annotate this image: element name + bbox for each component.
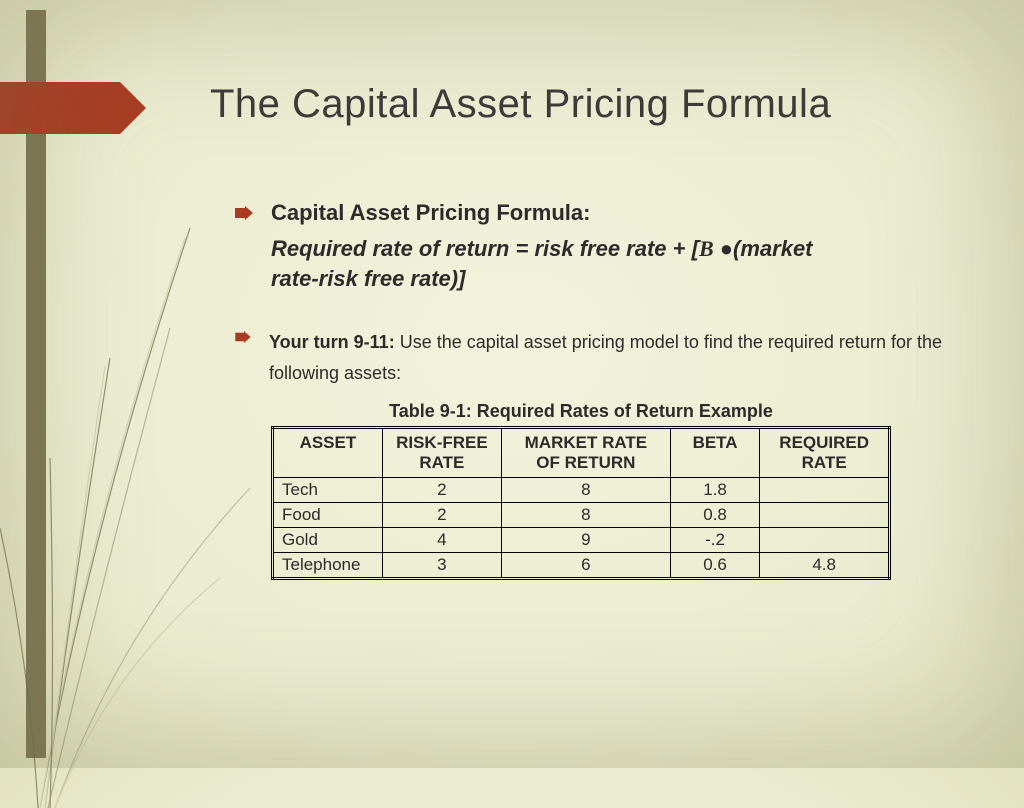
table-cell [760,478,890,503]
formula-part1: Required rate of return = risk free rate… [271,236,699,261]
content-area: Capital Asset Pricing Formula: Required … [235,200,944,580]
table-cell: 6 [501,553,670,579]
formula-text: Required rate of return = risk free rate… [271,234,944,293]
table-cell: Telephone [273,553,383,579]
table-cell: -.2 [670,528,760,553]
formula-beta: B [699,236,714,261]
table-cell: 2 [382,478,501,503]
title-arrow-body [0,82,120,134]
formula-part2: rate-risk free rate)] [271,266,465,291]
table-row: Food280.8 [273,503,890,528]
table-row: Telephone360.64.8 [273,553,890,579]
yourturn-label: Your turn 9-11: [269,332,395,352]
bullet-arrow-icon [235,206,253,220]
table-cell: 0.6 [670,553,760,579]
table-cell: 4 [382,528,501,553]
bullet-heading-row: Capital Asset Pricing Formula: [235,200,944,226]
title-arrow-tip [120,82,146,134]
table-cell: 3 [382,553,501,579]
table-cell [760,528,890,553]
bullet-yourturn-row: Your turn 9-11: Use the capital asset pr… [235,327,944,388]
table-header-cell: RISK-FREERATE [382,427,501,478]
table-cell: Gold [273,528,383,553]
table-cell: 2 [382,503,501,528]
table-cell: Tech [273,478,383,503]
table-header-cell: REQUIREDRATE [760,427,890,478]
table-cell: 1.8 [670,478,760,503]
table-cell: 8 [501,478,670,503]
rates-table: ASSETRISK-FREERATEMARKET RATEOF RETURNBE… [271,426,891,581]
table-cell: 8 [501,503,670,528]
bullet-arrow-icon [235,331,251,343]
table-header-cell: MARKET RATEOF RETURN [501,427,670,478]
table-row: Tech281.8 [273,478,890,503]
yourturn-text: Your turn 9-11: Use the capital asset pr… [269,327,944,388]
table-container: Table 9-1: Required Rates of Return Exam… [271,401,891,581]
slide-title: The Capital Asset Pricing Formula [210,82,831,127]
table-title: Table 9-1: Required Rates of Return Exam… [271,401,891,422]
formula-part1b: ●(market [714,236,813,261]
table-header-cell: BETA [670,427,760,478]
table-cell: 9 [501,528,670,553]
table-cell: 0.8 [670,503,760,528]
table-cell: 4.8 [760,553,890,579]
table-header-cell: ASSET [273,427,383,478]
formula-heading: Capital Asset Pricing Formula: [271,200,590,226]
table-cell: Food [273,503,383,528]
table-cell [760,503,890,528]
table-row: Gold49-.2 [273,528,890,553]
